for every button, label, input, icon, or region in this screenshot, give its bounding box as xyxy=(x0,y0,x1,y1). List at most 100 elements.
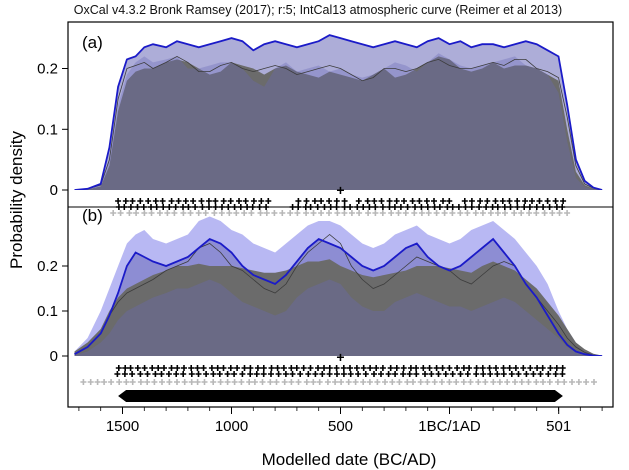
marker-cross-black xyxy=(275,371,282,377)
marker-cross-black xyxy=(537,371,544,377)
marker-cross-black xyxy=(420,365,427,371)
marker-cross-black xyxy=(506,198,513,204)
marker-cross-black xyxy=(289,371,296,377)
marker-cross-grey xyxy=(518,210,525,216)
center-marker: + xyxy=(336,182,344,198)
marker-cross-grey xyxy=(546,379,553,385)
marker-cross-black xyxy=(307,365,314,371)
marker-cross-black xyxy=(268,371,274,377)
marker-cross-grey xyxy=(164,210,171,216)
marker-cross-black xyxy=(180,371,187,377)
prior-distribution-area xyxy=(74,56,603,191)
marker-cross-grey xyxy=(334,210,341,216)
marker-cross-grey xyxy=(241,210,248,216)
marker-cross-black xyxy=(200,365,207,371)
marker-cross-black xyxy=(268,365,275,371)
marker-cross-black xyxy=(155,365,162,371)
marker-cross-grey xyxy=(87,379,94,385)
marker-cross-black xyxy=(473,371,480,377)
range-bar xyxy=(118,390,563,402)
marker-cross-black xyxy=(234,365,241,371)
marker-cross-grey xyxy=(332,379,339,385)
marker-cross-black xyxy=(553,365,560,371)
marker-cross-black xyxy=(224,371,231,377)
chart-header: OxCal v4.3.2 Bronk Ramsey (2017); r:5; I… xyxy=(74,3,562,17)
marker-cross-black xyxy=(392,371,399,377)
marker-cross-black xyxy=(454,365,461,371)
marker-cross-black xyxy=(387,365,394,371)
marker-cross-grey xyxy=(453,379,460,385)
y-tick-label: 0.2 xyxy=(37,258,58,275)
marker-cross-black xyxy=(195,371,202,377)
marker-cross-black xyxy=(321,365,327,371)
marker-cross-grey xyxy=(518,379,525,385)
marker-cross-black xyxy=(152,371,159,377)
marker-cross-black xyxy=(508,371,515,377)
marker-cross-black xyxy=(115,365,122,371)
marker-cross-black xyxy=(413,371,420,377)
marker-cross-grey xyxy=(402,210,409,216)
marker-cross-grey xyxy=(396,379,403,385)
marker-cross-black xyxy=(280,365,287,371)
marker-cross-grey xyxy=(166,379,173,385)
marker-cross-black xyxy=(536,198,543,204)
marker-cross-grey xyxy=(110,210,117,216)
marker-cross-grey xyxy=(123,379,130,385)
marker-cross-grey xyxy=(156,210,163,216)
marker-cross-black xyxy=(523,371,530,377)
marker-cross-grey xyxy=(141,210,148,216)
marker-cross-grey xyxy=(504,379,511,385)
marker-cross-black xyxy=(545,371,552,377)
marker-cross-black xyxy=(127,365,134,371)
marker-cross-black xyxy=(145,198,152,204)
marker-cross-grey xyxy=(129,379,136,385)
marker-cross-black xyxy=(378,198,385,204)
baseline-gap xyxy=(68,356,613,360)
marker-cross-grey xyxy=(410,379,416,385)
marker-cross-black xyxy=(362,371,369,377)
marker-cross-black xyxy=(552,371,559,377)
marker-cross-black xyxy=(254,365,261,371)
y-tick-label: 0.2 xyxy=(37,61,58,78)
marker-cross-black xyxy=(393,198,400,204)
marker-cross-black xyxy=(282,371,289,377)
panel-a-label: (a) xyxy=(82,33,103,52)
marker-cross-grey xyxy=(395,210,402,216)
panel-a-y-axis: 0 0.1 0.2 xyxy=(37,61,68,199)
marker-cross-grey xyxy=(438,379,445,385)
marker-cross-black xyxy=(168,365,175,371)
marker-cross-black xyxy=(212,198,219,204)
marker-cross-black xyxy=(260,371,267,377)
marker-cross-black xyxy=(129,371,136,377)
marker-cross-grey xyxy=(345,379,352,385)
marker-cross-black xyxy=(492,198,499,204)
marker-cross-grey xyxy=(472,210,479,216)
marker-cross-black xyxy=(512,365,519,371)
marker-cross-black xyxy=(446,365,453,371)
marker-cross-grey xyxy=(512,379,518,385)
marker-cross-grey xyxy=(137,379,144,385)
marker-cross-black xyxy=(173,371,180,377)
marker-cross-black xyxy=(303,198,310,204)
marker-cross-black xyxy=(293,365,300,371)
marker-cross-black xyxy=(181,365,187,371)
marker-cross-black xyxy=(188,365,195,371)
marker-cross-grey xyxy=(494,210,501,216)
marker-cross-black xyxy=(152,198,159,204)
panel-b-plot xyxy=(68,216,613,360)
x-tick-label: 1500 xyxy=(106,418,139,435)
marker-cross-black xyxy=(552,198,559,204)
marker-cross-grey xyxy=(194,379,201,385)
marker-cross-grey xyxy=(554,379,561,385)
marker-cross-grey xyxy=(310,379,317,385)
marker-cross-grey xyxy=(379,210,386,216)
marker-cross-grey xyxy=(233,210,240,216)
marker-cross-grey xyxy=(338,379,345,385)
y-tick-label: 0.1 xyxy=(37,121,58,138)
marker-cross-black xyxy=(227,365,234,371)
interval-band xyxy=(74,279,603,356)
marker-cross-black xyxy=(409,198,416,204)
marker-cross-black xyxy=(247,365,254,371)
marker-cross-grey xyxy=(511,210,518,216)
marker-cross-grey xyxy=(460,379,467,385)
